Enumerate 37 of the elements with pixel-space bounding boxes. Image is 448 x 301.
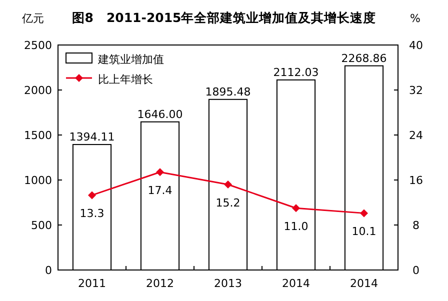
x-tick-label: 2013 bbox=[214, 277, 242, 290]
data-label: 13.3 bbox=[80, 207, 104, 220]
data-label: 15.2 bbox=[216, 196, 240, 210]
data-label: 2112.03 bbox=[273, 66, 319, 79]
point bbox=[224, 180, 232, 188]
y2-tick-label: 40 bbox=[409, 39, 423, 52]
data-label: 11.0 bbox=[284, 220, 308, 234]
point bbox=[156, 168, 164, 176]
data-label: 17.4 bbox=[148, 184, 172, 198]
x-tick-label: 2012 bbox=[146, 277, 174, 290]
point bbox=[360, 209, 368, 218]
x-tick-label: 2011 bbox=[78, 277, 106, 290]
y2-tick-label: 32 bbox=[409, 84, 423, 97]
y2-tick-label: 0 bbox=[412, 264, 420, 277]
legend-label: 比上年增长 bbox=[98, 73, 153, 86]
y2-tick-label: 16 bbox=[409, 174, 423, 187]
y-tick-label: 0 bbox=[45, 264, 52, 277]
y-tick-label: 1500 bbox=[24, 129, 52, 142]
data-label: 10.1 bbox=[352, 225, 376, 238]
data-label: 1646.00 bbox=[137, 108, 183, 121]
y2-tick-label: 24 bbox=[409, 129, 423, 142]
x-tick-label: 2014 bbox=[350, 277, 378, 290]
data-label: 2268.86 bbox=[341, 52, 387, 65]
point bbox=[88, 191, 96, 200]
chart-title: 图8 2011-2015年全部建筑业增加值及其增长速度 bbox=[72, 10, 376, 25]
y-axis-title: 亿元 bbox=[21, 12, 44, 25]
y-tick-label: 2000 bbox=[24, 84, 52, 97]
y2-tick-label: 8 bbox=[412, 219, 420, 232]
data-label: 1895.48 bbox=[205, 85, 251, 98]
y2-axis-title: % bbox=[410, 12, 420, 25]
data-label: 1394.11 bbox=[69, 130, 115, 144]
y-tick-label: 1000 bbox=[24, 174, 52, 187]
legend-label: 建筑业增加值 bbox=[97, 53, 164, 66]
point bbox=[292, 204, 300, 212]
y-tick-label: 2500 bbox=[24, 39, 52, 52]
y-tick-label: 500 bbox=[31, 219, 52, 232]
x-tick-label: 2014 bbox=[282, 277, 310, 290]
